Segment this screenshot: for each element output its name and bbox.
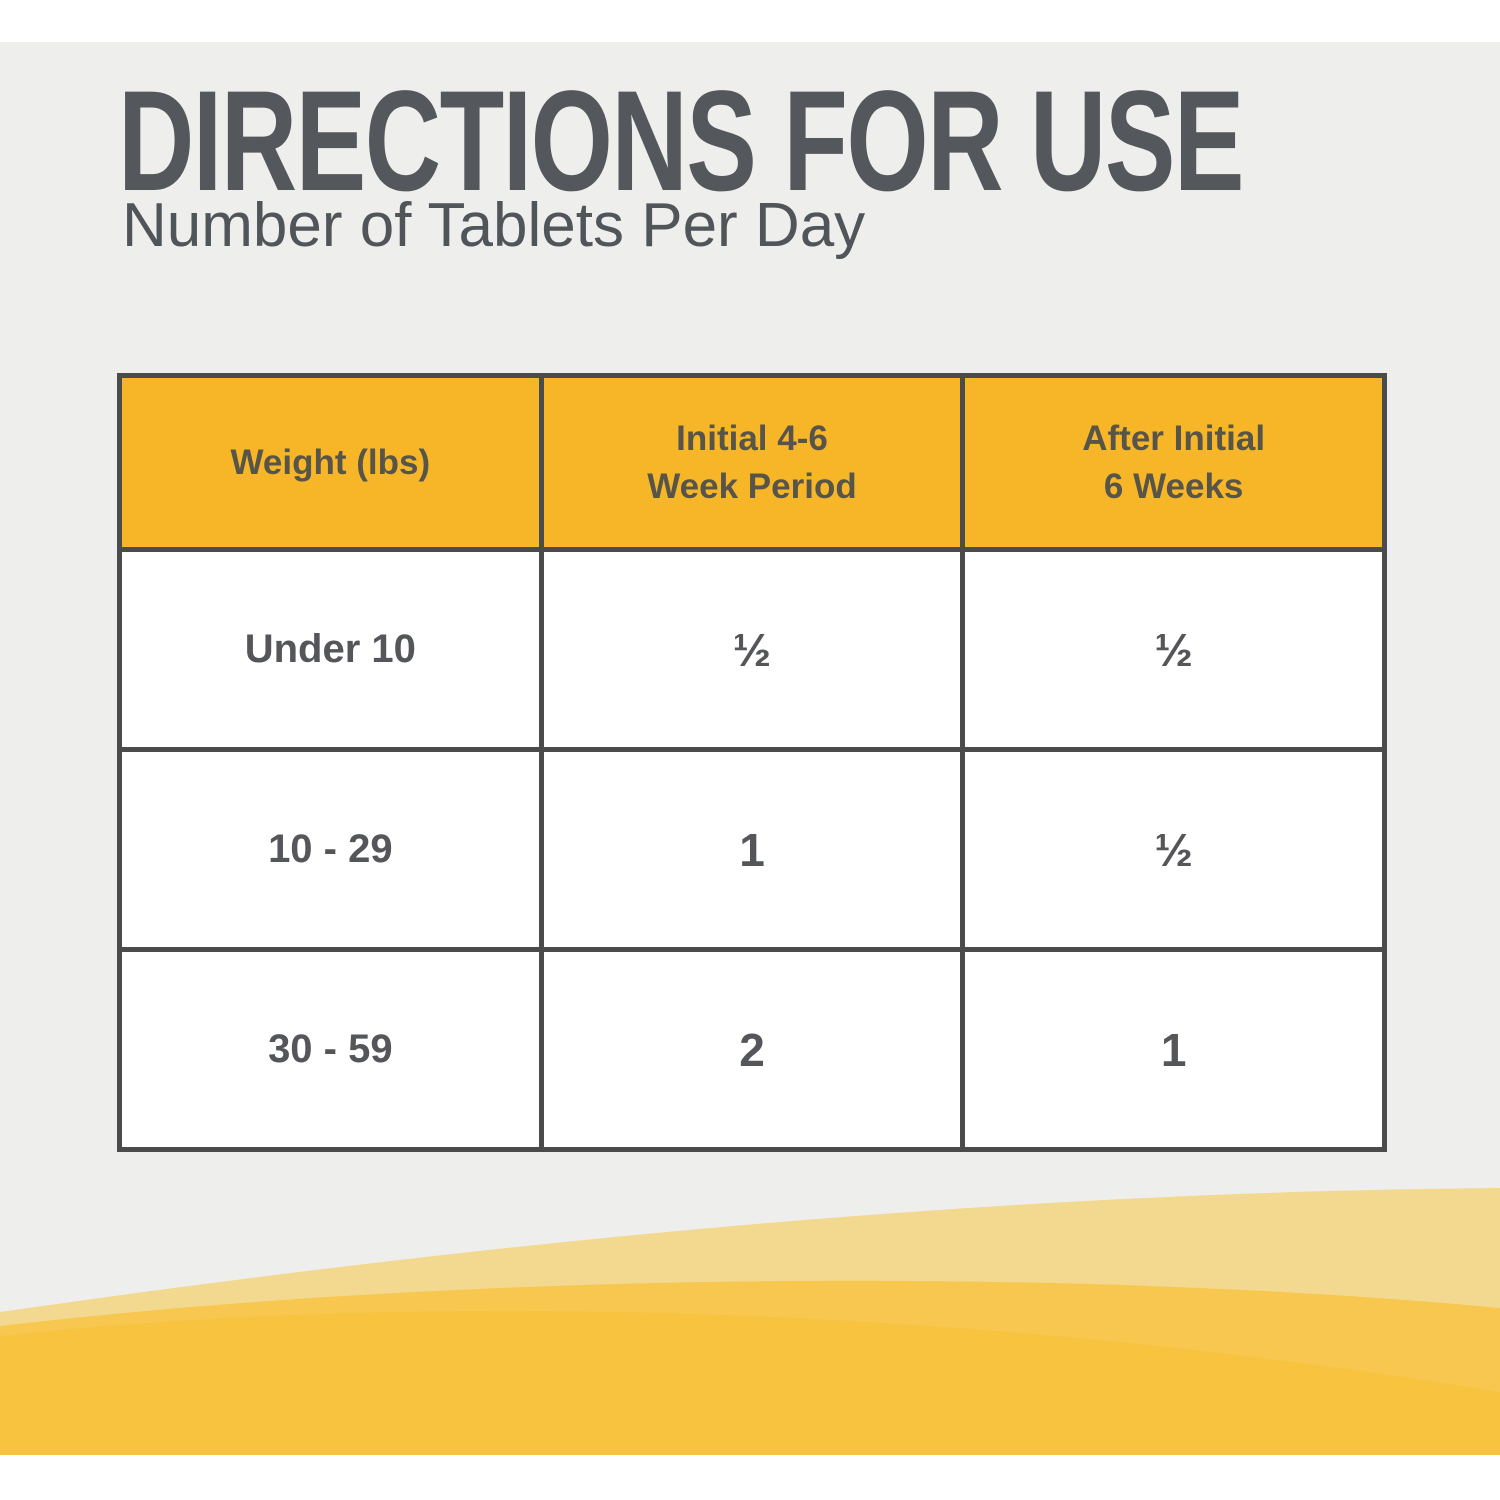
wave-main-shape — [0, 1310, 1500, 1455]
gray-panel: DIRECTIONS FOR USE Number of Tablets Per… — [0, 42, 1500, 1455]
cell-weight-30-59: 30 - 59 — [117, 947, 544, 1152]
table-row: Under 10 ½ ½ — [117, 547, 1387, 752]
dosage-table: Weight (lbs) Initial 4-6 Week Period Aft… — [117, 373, 1387, 1152]
header-weight: Weight (lbs) — [117, 373, 544, 552]
page-subtitle: Number of Tablets Per Day — [122, 191, 866, 260]
header-after-initial: After Initial 6 Weeks — [960, 373, 1387, 552]
table-row: 30 - 59 2 1 — [117, 947, 1387, 1152]
page-title-svg: DIRECTIONS FOR USE — [118, 62, 1245, 221]
cell-weight-10-29: 10 - 29 — [117, 747, 544, 952]
page-title: DIRECTIONS FOR USE — [118, 62, 1278, 221]
bottom-white-strip — [0, 1455, 1500, 1500]
header-initial-period: Initial 4-6 Week Period — [538, 373, 966, 552]
dosage-table-head: Weight (lbs) Initial 4-6 Week Period Aft… — [117, 373, 1387, 552]
page-title-text: DIRECTIONS FOR USE — [118, 82, 1243, 217]
header-after-line1: After Initial — [1082, 419, 1266, 459]
cell-after-10-29: ½ — [960, 747, 1387, 952]
header-initial-line2: Week Period — [647, 466, 857, 506]
top-white-strip — [0, 0, 1500, 42]
cell-initial-under10: ½ — [538, 547, 966, 752]
dosage-table-body: Under 10 ½ ½ 10 - 29 1 ½ 30 - 59 2 1 — [117, 547, 1387, 1152]
wave-decoration — [0, 1188, 1500, 1455]
cell-after-under10: ½ — [960, 547, 1387, 752]
cell-initial-10-29: 1 — [538, 747, 966, 952]
header-after-line2: 6 Weeks — [1103, 466, 1244, 506]
table-row: 10 - 29 1 ½ — [117, 747, 1387, 952]
header-initial-line1: Initial 4-6 — [676, 419, 828, 459]
header-weight-line1: Weight (lbs) — [230, 442, 431, 482]
cell-initial-30-59: 2 — [538, 947, 966, 1152]
cell-weight-under10: Under 10 — [117, 547, 544, 752]
header-row: Weight (lbs) Initial 4-6 Week Period Aft… — [117, 373, 1387, 552]
cell-after-30-59: 1 — [960, 947, 1387, 1152]
